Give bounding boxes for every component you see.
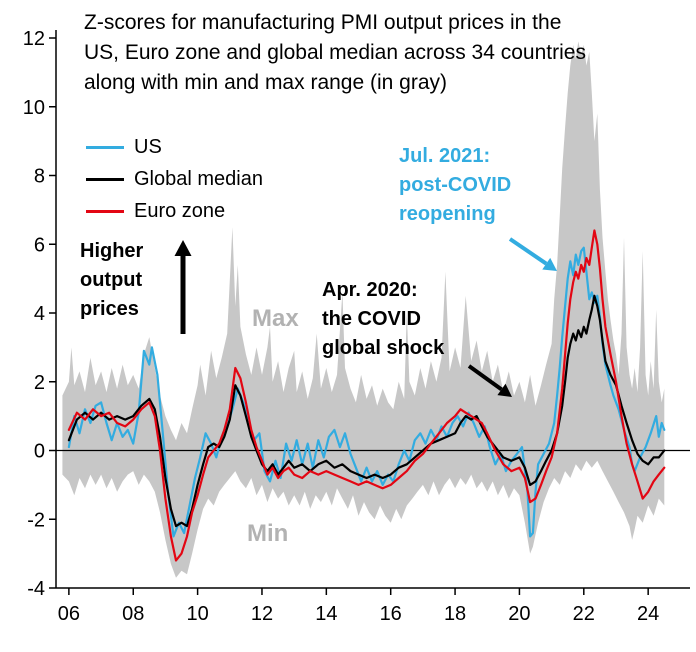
covid-shock-arrow-icon-shaft <box>467 364 503 392</box>
y-tick-label: 6 <box>34 234 45 256</box>
x-tick-label: 14 <box>315 603 337 625</box>
euro-zone-line <box>67 229 666 562</box>
reopening-arrow-icon-shaft <box>508 237 548 266</box>
annotation-higher-line2: output <box>80 269 143 291</box>
annotation-covid-line2: the COVID <box>322 308 421 330</box>
y-tick-label: 0 <box>34 441 45 463</box>
global-median-line <box>67 294 666 528</box>
x-tick-label: 06 <box>58 603 80 625</box>
annotation-higher-line3: prices <box>80 298 139 320</box>
us-line-swatch-icon <box>86 145 124 149</box>
legend-item-euro-zone: Euro zone <box>86 195 263 227</box>
annotation-min-label: Min <box>247 520 289 547</box>
y-tick-label: 8 <box>34 166 45 188</box>
y-tick-label: 2 <box>34 372 45 394</box>
y-tick-label: 12 <box>23 28 45 50</box>
reopening-arrow-icon-head <box>542 257 557 271</box>
x-tick-label: 08 <box>122 603 144 625</box>
annotation-higher-output-prices: Higher output prices <box>80 237 143 324</box>
annotation-covid-line1: Apr. 2020: <box>322 279 418 301</box>
chart-title-line2: US, Euro zone and global median across 3… <box>84 41 586 64</box>
x-tick-label: 10 <box>186 603 208 625</box>
annotation-reopen-line1: Jul. 2021: <box>399 145 491 167</box>
chart-title-line3: along with min and max range (in gray) <box>84 71 448 94</box>
y-tick-label: 10 <box>23 97 45 119</box>
legend-label-global-median: Global median <box>134 167 263 190</box>
annotation-higher-line1: Higher <box>80 240 144 262</box>
legend-label-euro-zone: Euro zone <box>134 199 226 222</box>
y-tick-label: 4 <box>34 303 45 325</box>
x-tick-label: 24 <box>637 603 659 625</box>
y-tick-label: -4 <box>27 578 45 600</box>
legend-label-us: US <box>134 135 162 158</box>
chart-title-line1: Z-scores for manufacturing PMI output pr… <box>84 11 562 34</box>
higher-output-arrow-icon-head <box>174 240 192 256</box>
legend-item-global-median: Global median <box>86 163 263 195</box>
annotation-covid-line3: global shock <box>322 337 445 359</box>
annotation-reopen-line3: reopening <box>399 203 496 225</box>
euro-zone-line-swatch-icon <box>86 209 124 213</box>
x-tick-label: 18 <box>444 603 466 625</box>
annotation-covid-shock: Apr. 2020: the COVID global shock <box>322 276 444 363</box>
annotation-reopen-line2: post-COVID <box>399 174 512 196</box>
legend-item-us: US <box>86 131 263 163</box>
x-tick-label: 12 <box>251 603 273 625</box>
x-tick-label: 16 <box>380 603 402 625</box>
y-tick-label: -2 <box>27 509 45 531</box>
chart-title: Z-scores for manufacturing PMI output pr… <box>84 8 586 98</box>
global-median-line-swatch-icon <box>86 177 124 181</box>
annotation-max-label: Max <box>252 305 299 332</box>
x-tick-label: 20 <box>508 603 530 625</box>
annotation-post-covid-reopening: Jul. 2021: post-COVID reopening <box>399 142 511 229</box>
covid-shock-arrow-icon-head <box>497 383 512 397</box>
x-tick-label: 22 <box>573 603 595 625</box>
legend: US Global median Euro zone <box>86 131 263 227</box>
